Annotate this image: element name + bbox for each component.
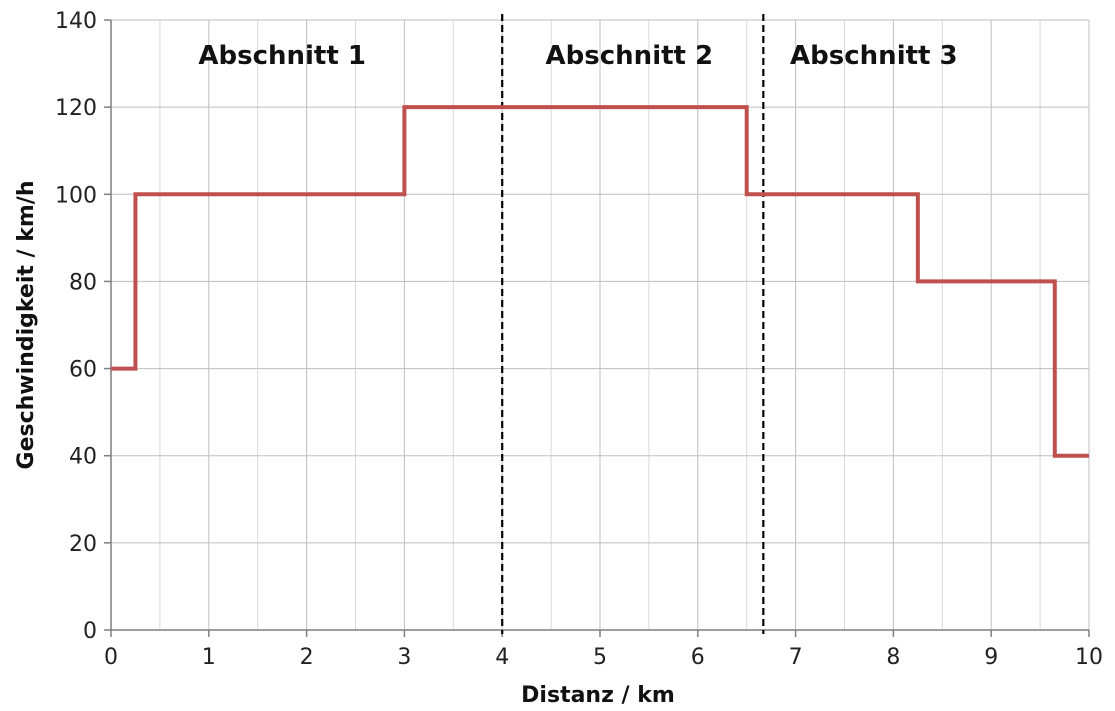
y-tick-label: 40 [69, 445, 97, 470]
y-tick-label: 120 [55, 96, 97, 121]
section-label: Abschnitt 3 [790, 41, 958, 71]
y-tick-label: 100 [55, 183, 97, 208]
section-label: Abschnitt 2 [546, 41, 714, 71]
series-layer [111, 105, 1089, 458]
x-tick-label: 10 [1075, 645, 1103, 670]
y-tick-label: 60 [69, 358, 97, 383]
x-tick-label: 5 [593, 645, 607, 670]
x-tick-label: 1 [202, 645, 216, 670]
x-tick-label: 8 [886, 645, 900, 670]
section-labels: Abschnitt 1 Abschnitt 2 Abschnitt 3 [198, 41, 957, 71]
x-tick-label: 4 [495, 645, 509, 670]
x-tick-label: 9 [984, 645, 998, 670]
x-tick-label: 0 [104, 645, 118, 670]
x-tick-label: 7 [789, 645, 803, 670]
x-tick-label: 6 [691, 645, 705, 670]
y-tick-label: 0 [83, 619, 97, 644]
y-axis-label: Geschwindigkeit / km/h [14, 181, 39, 470]
x-axis-label: Distanz / km [521, 683, 675, 708]
y-tick-label: 140 [55, 9, 97, 34]
y-tick-label: 80 [69, 270, 97, 295]
y-tick-label: 20 [69, 532, 97, 557]
axes [104, 19, 1090, 637]
speed-step-line [111, 105, 1089, 458]
x-tick-label: 2 [300, 645, 314, 670]
x-tick-label: 3 [397, 645, 411, 670]
section-label: Abschnitt 1 [198, 41, 366, 71]
section-dividers [501, 14, 765, 634]
